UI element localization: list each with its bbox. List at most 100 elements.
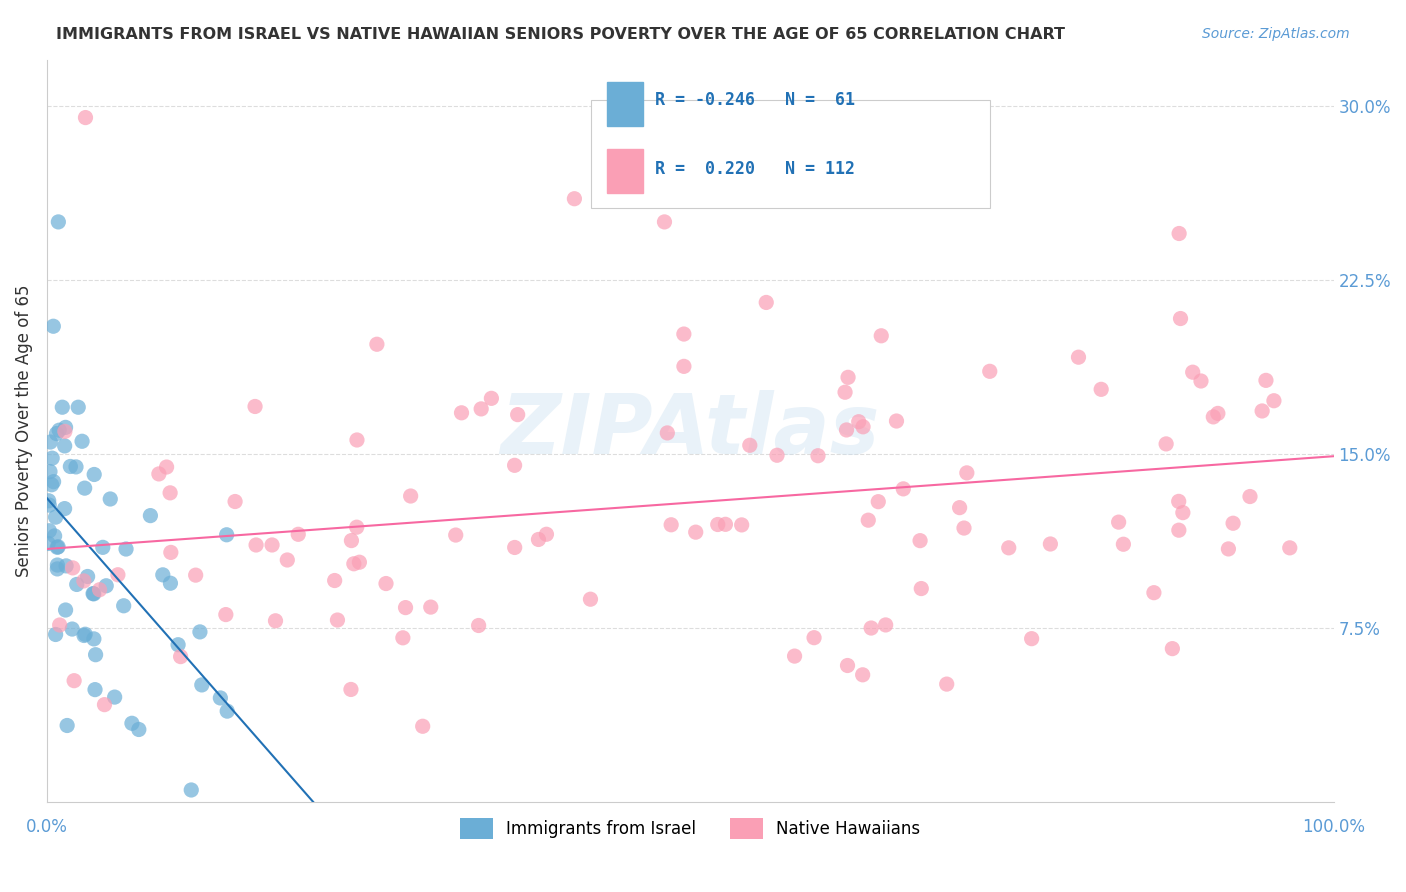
Point [672,359,695,374]
Point [84,648,107,662]
Point [394,600,416,615]
Point [159,486,181,500]
Point [346,520,368,534]
Point [167,638,190,652]
Point [45,510,67,524]
Point [783,649,806,664]
Point [1181,365,1204,379]
Point [755,295,778,310]
Point [506,408,529,422]
Point [860,621,883,635]
Point [215,528,238,542]
Point [714,517,737,532]
Point [264,614,287,628]
Point [419,600,441,615]
Point [1039,537,1062,551]
Point [1170,311,1192,326]
Point [343,557,366,571]
Point [1206,406,1229,420]
Point [91,541,114,555]
Point [38,493,60,508]
Point [467,618,489,632]
Point [75,111,97,125]
Point [55,420,77,434]
Point [479,392,502,406]
Y-axis label: Seniors Poverty Over the Age of 65: Seniors Poverty Over the Age of 65 [15,285,32,577]
Point [536,527,558,541]
Point [858,513,880,527]
Point [98,491,121,506]
Point [56,718,79,732]
Point [1112,537,1135,551]
Point [340,533,363,548]
Point [184,568,207,582]
Point [152,567,174,582]
Point [848,415,870,429]
Point [979,364,1001,378]
Point [1067,350,1090,364]
Point [997,541,1019,555]
Point [852,668,875,682]
Point [346,433,368,447]
Point [444,528,467,542]
Point [148,467,170,481]
Point [46,541,69,555]
Point [276,553,298,567]
Point [53,439,76,453]
Point [949,500,972,515]
Point [63,673,86,688]
Point [121,716,143,731]
Point [956,466,979,480]
Point [1222,516,1244,531]
Point [70,434,93,449]
Point [217,704,239,718]
Point [392,631,415,645]
Point [1168,227,1191,241]
Point [1251,404,1274,418]
Point [1154,437,1177,451]
Point [1254,373,1277,387]
Point [886,414,908,428]
Point [75,627,97,641]
Point [93,698,115,712]
Point [209,690,232,705]
Point [1202,409,1225,424]
Point [1278,541,1301,555]
Point [73,481,96,495]
Point [191,678,214,692]
Point [46,540,69,554]
Point [53,425,76,439]
Point [366,337,388,351]
Point [1090,382,1112,396]
Point [412,719,434,733]
Point [706,517,728,532]
Point [503,541,526,555]
Point [834,385,856,400]
Point [107,567,129,582]
Point [89,582,111,597]
Point [875,618,897,632]
Point [39,465,62,479]
Point [44,529,66,543]
Point [45,426,67,441]
Point [55,558,77,573]
Bar [606,149,643,194]
Text: R =  0.220   N = 112: R = 0.220 N = 112 [655,161,855,178]
Point [73,628,96,642]
Point [39,435,62,450]
Point [139,508,162,523]
Point [564,192,586,206]
Point [53,501,76,516]
Legend: Immigrants from Israel, Native Hawaiians: Immigrants from Israel, Native Hawaiians [453,812,928,846]
Point [55,603,77,617]
Point [868,494,890,508]
Text: 0.0%: 0.0% [25,818,67,836]
Point [1263,393,1285,408]
Point [83,467,105,482]
Point [224,494,246,508]
Point [803,631,825,645]
Point [1167,494,1189,508]
Point [48,215,70,229]
Point [503,458,526,473]
Point [115,541,138,556]
